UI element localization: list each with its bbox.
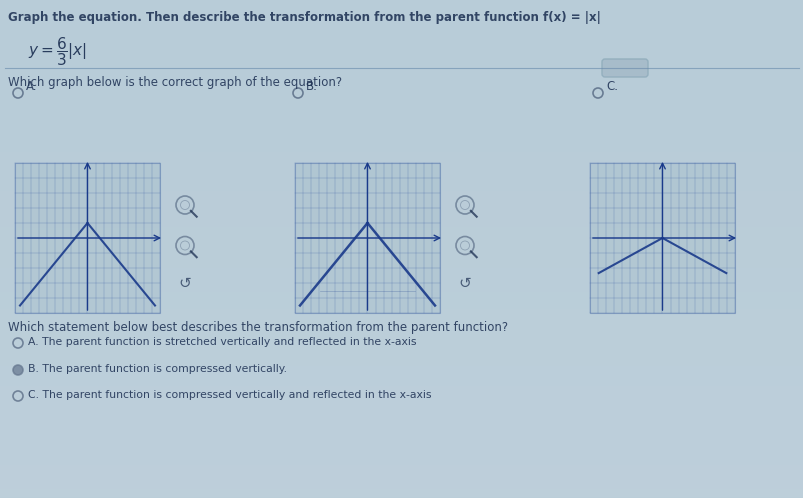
Bar — [589, 163, 734, 313]
Bar — [15, 163, 160, 313]
Circle shape — [13, 365, 23, 375]
Text: ↺: ↺ — [177, 276, 190, 291]
Text: $y = \dfrac{6}{3}|x|$: $y = \dfrac{6}{3}|x|$ — [28, 35, 87, 68]
Text: C. The parent function is compressed vertically and reflected in the x-axis: C. The parent function is compressed ver… — [28, 390, 431, 400]
Text: B. The parent function is compressed vertically.: B. The parent function is compressed ver… — [28, 364, 287, 374]
Text: Which statement below best describes the transformation from the parent function: Which statement below best describes the… — [8, 321, 507, 334]
Text: A. The parent function is stretched vertically and reflected in the x-axis: A. The parent function is stretched vert… — [28, 337, 416, 347]
Text: Which graph below is the correct graph of the equation?: Which graph below is the correct graph o… — [8, 76, 342, 89]
Text: B.: B. — [306, 80, 317, 93]
Text: C.: C. — [605, 80, 618, 93]
FancyBboxPatch shape — [601, 59, 647, 77]
Text: Graph the equation. Then describe the transformation from the parent function f(: Graph the equation. Then describe the tr… — [8, 11, 600, 24]
Text: ↺: ↺ — [458, 276, 471, 291]
Bar — [295, 163, 439, 313]
Text: A.: A. — [26, 80, 38, 93]
